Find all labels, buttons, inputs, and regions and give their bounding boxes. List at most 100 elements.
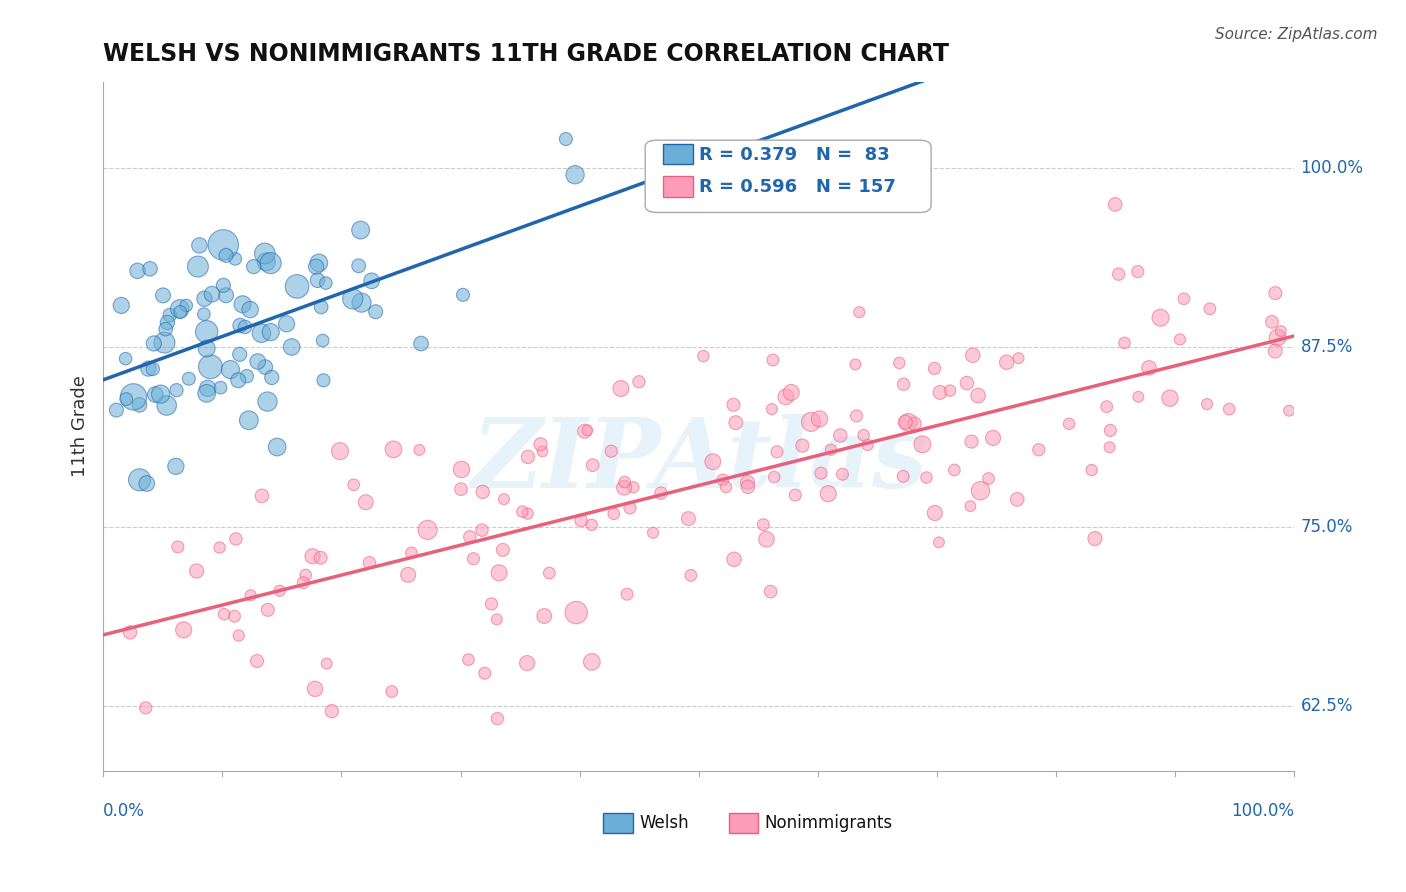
- Text: 75.0%: 75.0%: [1301, 517, 1353, 535]
- Point: [831, 467, 853, 482]
- Point: [463, 551, 485, 566]
- Point: [253, 246, 276, 260]
- Point: [416, 523, 439, 537]
- Point: [186, 564, 208, 578]
- Point: [1104, 197, 1126, 211]
- Point: [956, 376, 979, 390]
- Point: [759, 584, 782, 599]
- Point: [127, 264, 149, 278]
- Point: [309, 300, 332, 314]
- Point: [128, 398, 150, 412]
- Point: [471, 523, 494, 537]
- Point: [600, 444, 623, 458]
- Point: [1264, 286, 1286, 301]
- Point: [582, 458, 605, 472]
- Point: [766, 445, 789, 459]
- Point: [159, 308, 181, 322]
- Point: [785, 488, 807, 502]
- Point: [1159, 391, 1181, 405]
- Point: [737, 475, 759, 490]
- Point: [260, 325, 283, 339]
- Point: [1080, 463, 1102, 477]
- Point: [128, 473, 150, 487]
- Point: [610, 382, 633, 396]
- Point: [165, 459, 187, 474]
- Point: [915, 470, 938, 484]
- Point: [195, 386, 218, 401]
- Point: [1108, 267, 1130, 281]
- Point: [215, 248, 238, 262]
- Point: [285, 279, 308, 293]
- Point: [569, 513, 592, 527]
- Point: [280, 340, 302, 354]
- Point: [929, 385, 952, 400]
- Point: [292, 575, 315, 590]
- Point: [396, 567, 419, 582]
- Point: [250, 489, 273, 503]
- Point: [516, 507, 538, 521]
- Point: [737, 480, 759, 494]
- Point: [1195, 397, 1218, 411]
- Point: [613, 475, 636, 489]
- Point: [315, 657, 337, 671]
- Point: [830, 428, 852, 442]
- Point: [967, 388, 990, 402]
- Point: [200, 359, 222, 374]
- Point: [627, 375, 650, 389]
- Point: [256, 394, 278, 409]
- Text: 87.5%: 87.5%: [1301, 338, 1353, 356]
- Point: [138, 361, 160, 376]
- Point: [238, 413, 260, 427]
- Text: Welsh: Welsh: [640, 814, 689, 832]
- Point: [1084, 532, 1107, 546]
- Point: [301, 549, 323, 564]
- Point: [450, 482, 472, 496]
- Point: [581, 655, 603, 669]
- Point: [486, 712, 509, 726]
- Point: [239, 302, 262, 317]
- Point: [155, 322, 177, 336]
- Point: [852, 428, 875, 442]
- Point: [678, 511, 700, 525]
- Point: [254, 359, 277, 374]
- Point: [156, 399, 179, 413]
- Text: R = 0.379   N =  83: R = 0.379 N = 83: [699, 146, 890, 164]
- Point: [1278, 404, 1301, 418]
- Y-axis label: 11th Grade: 11th Grade: [72, 376, 89, 477]
- Point: [1099, 424, 1122, 438]
- Point: [215, 288, 238, 302]
- Point: [485, 612, 508, 626]
- Point: [723, 398, 745, 412]
- Point: [212, 607, 235, 622]
- Point: [149, 387, 172, 401]
- Point: [226, 373, 249, 387]
- Point: [260, 370, 283, 384]
- Point: [152, 288, 174, 302]
- Point: [153, 335, 176, 350]
- Point: [516, 656, 538, 670]
- Point: [360, 274, 382, 288]
- Point: [229, 318, 252, 333]
- Point: [613, 481, 636, 495]
- Point: [512, 505, 534, 519]
- Point: [775, 390, 797, 404]
- Point: [856, 438, 879, 452]
- Point: [891, 469, 914, 483]
- Point: [702, 455, 724, 469]
- Point: [1168, 333, 1191, 347]
- Point: [201, 287, 224, 301]
- Point: [928, 535, 950, 549]
- Point: [723, 552, 745, 566]
- Point: [516, 450, 538, 464]
- Point: [800, 415, 823, 429]
- Point: [1095, 400, 1118, 414]
- Point: [893, 377, 915, 392]
- Point: [981, 431, 1004, 445]
- Point: [1007, 351, 1029, 366]
- Point: [755, 533, 778, 547]
- Point: [692, 349, 714, 363]
- Point: [173, 623, 195, 637]
- Text: R = 0.596   N = 157: R = 0.596 N = 157: [699, 178, 896, 196]
- Point: [451, 288, 474, 302]
- Bar: [603, 814, 633, 832]
